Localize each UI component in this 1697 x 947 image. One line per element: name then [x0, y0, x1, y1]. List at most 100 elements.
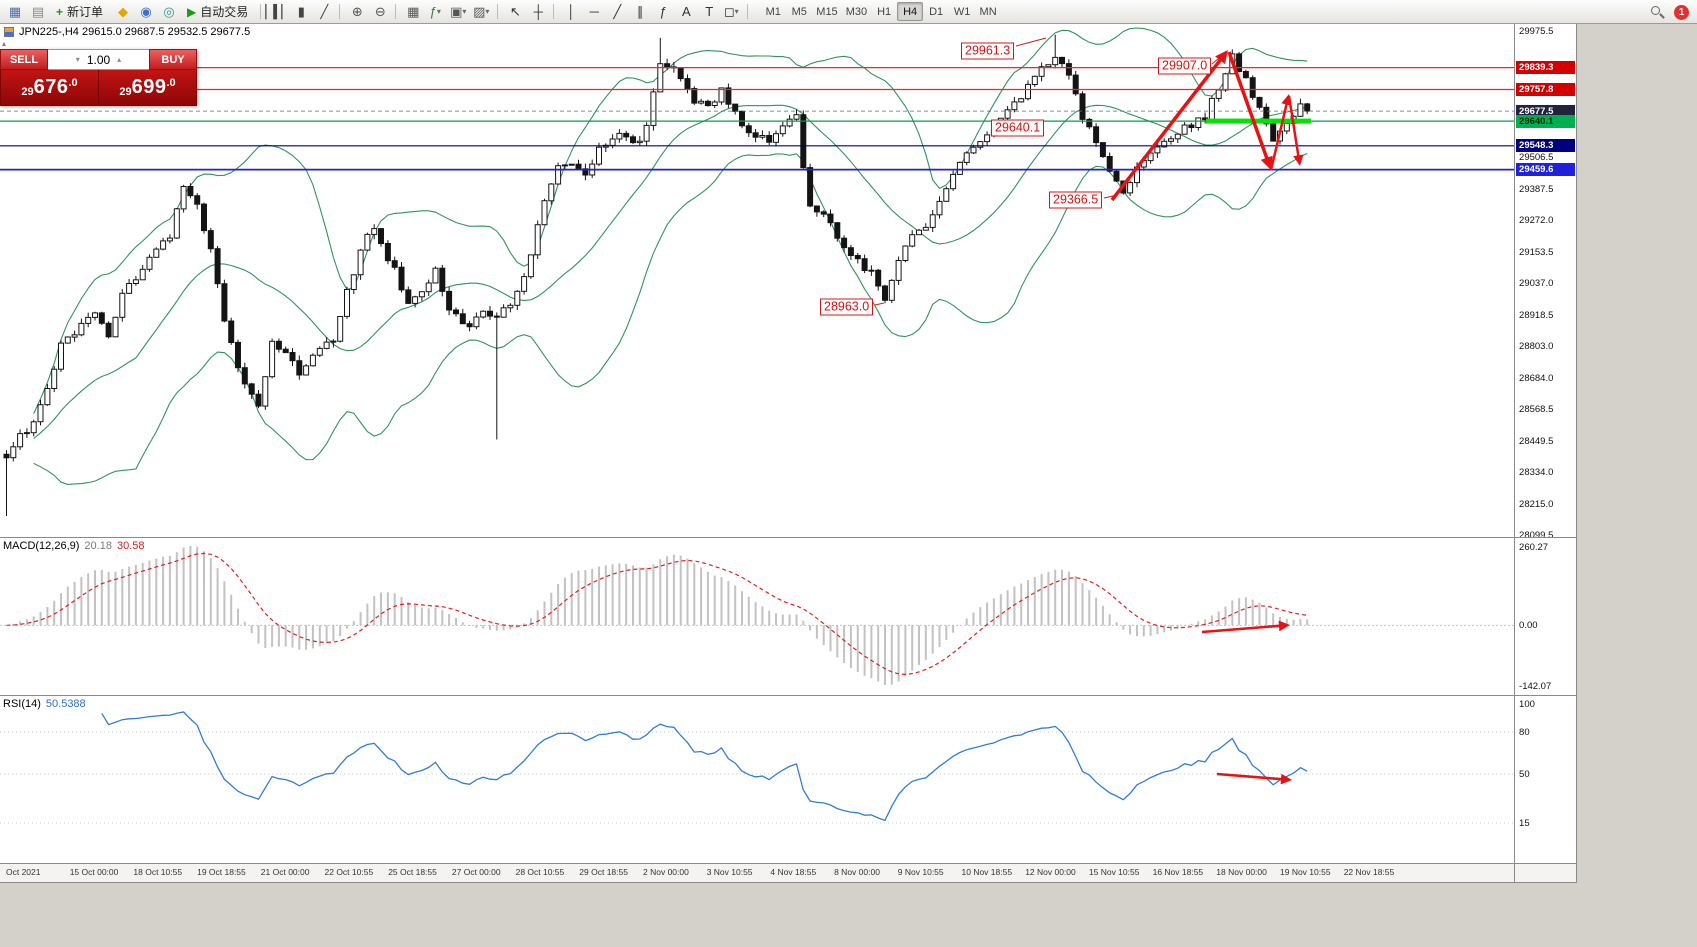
timeframe-h1-button[interactable]: H1 — [877, 5, 892, 18]
time-axis-row: Oct 2021 15 Oct 00:00 18 Oct 10:55 19 Oct 1… — [0, 863, 1576, 882]
time-axis-label: 29 Oct 18:55 — [579, 867, 628, 877]
one-click-trading-panel: SELL ▾ 1.00 ▴ BUY 29 676.0 29 699.0 — [0, 49, 197, 106]
axis-label: 28215.0 — [1519, 498, 1554, 510]
periods-button[interactable]: ▣ ▾ — [447, 2, 469, 22]
horizontal-line-icon-glyph: ─ — [589, 4, 599, 19]
time-axis-label: 10 Nov 18:55 — [961, 867, 1013, 877]
macd-name: MACD(12,26,9) — [3, 540, 80, 552]
candlestick-chart-icon[interactable]: ▮ — [289, 2, 311, 22]
time-axis-label: 25 Oct 18:55 — [388, 867, 437, 877]
indicators-button-glyph: ƒ — [429, 4, 437, 19]
trade-panel-divider — [98, 70, 99, 105]
timeframe-m30-button[interactable]: M30 — [845, 5, 868, 18]
label-icon[interactable]: T — [697, 2, 719, 22]
axis-label: 28334.0 — [1519, 467, 1554, 478]
channel-icon[interactable]: ∥ — [628, 2, 650, 22]
toolbar-items: ▦ ▤ + 新订单 ◆ ◉ ◎ ▶ 自动交易 ▏▍▏ ▮ ╱ ⊕ ⊖ ▦ ƒ ▾ ▣ ▾ ▨ ▾ ↖ ┼ │ ─ ╱ ∥ ƒ A T ◻ ▾ — [3, 2, 752, 22]
fibonacci-icon[interactable]: ƒ — [651, 2, 673, 22]
shapes-button[interactable]: ◻ ▾ — [720, 2, 742, 22]
timeframe-w1-button[interactable]: W1 — [953, 5, 971, 18]
market-watch-icon[interactable]: ◉ — [134, 2, 156, 22]
volume-up-icon[interactable]: ▴ — [117, 55, 122, 64]
axis-label: 28449.5 — [1519, 435, 1554, 447]
volume-input[interactable]: ▾ 1.00 ▴ — [48, 49, 149, 70]
crosshair-icon-glyph: ┼ — [533, 4, 543, 19]
time-axis-label: 18 Oct 10:55 — [133, 867, 183, 877]
dropdown-caret-icon[interactable]: ▾ — [436, 7, 441, 16]
price-frac: .0 — [68, 77, 78, 89]
timeframe-d1-button[interactable]: D1 — [929, 5, 944, 18]
buy-price[interactable]: 29 699.0 — [99, 70, 196, 105]
zoom-out-icon[interactable]: ⊖ — [368, 2, 390, 22]
timeframe-m5-button[interactable]: M5 — [791, 5, 807, 18]
time-axis[interactable]: Oct 2021 15 Oct 00:00 18 Oct 10:55 19 Oct 1… — [0, 863, 1515, 882]
bar-chart-icon[interactable]: ▏▍▏ — [265, 2, 291, 22]
data-window-icon[interactable]: ◎ — [157, 2, 179, 22]
auto-trading-button[interactable]: ▶ 自动交易 — [180, 2, 255, 22]
trade-panel-collapse-icon[interactable]: ▴ — [2, 39, 7, 48]
rsi-label: RSI(14) 50.5388 — [3, 698, 86, 710]
axis-label: 29506.5 — [1519, 152, 1554, 163]
chart-ohlc-title: JPN225-,H4 29615.0 29687.5 29532.5 29677… — [4, 26, 250, 38]
main-chart-area[interactable]: JPN225-,H4 29615.0 29687.5 29532.5 29677… — [0, 24, 1515, 537]
main-chart-row: JPN225-,H4 29615.0 29687.5 29532.5 29677… — [0, 24, 1576, 537]
notification-badge[interactable]: 1 — [1674, 4, 1689, 20]
search-icon[interactable] — [1649, 4, 1665, 20]
volume-down-icon[interactable]: ▾ — [75, 55, 80, 64]
rsi-axis[interactable]: 100 80 50 15 — [1514, 695, 1576, 863]
buy-button[interactable]: BUY — [149, 49, 197, 70]
macd-signal-value: 30.58 — [116, 540, 145, 552]
macd-axis[interactable]: 260.27 0.00 -142.07 — [1514, 537, 1576, 695]
dropdown-caret-icon[interactable]: ▾ — [485, 7, 490, 16]
timeframe-m15-button[interactable]: M15 — [816, 5, 838, 18]
favorites-icon[interactable]: ◆ — [111, 2, 133, 22]
cursor-icon[interactable]: ↖ — [503, 2, 525, 22]
price-callout: 29640.1 — [991, 119, 1045, 137]
axis-label: 28684.0 — [1519, 372, 1554, 384]
axis-label: 29975.5 — [1519, 26, 1554, 37]
axis-label: 29387.5 — [1519, 183, 1554, 195]
new-order-button[interactable]: + 新订单 — [49, 2, 110, 22]
trendline-icon[interactable]: ╱ — [605, 2, 627, 22]
text-icon[interactable]: A — [674, 2, 696, 22]
dropdown-caret-icon[interactable]: ▾ — [734, 7, 739, 16]
time-axis-label: 15 Oct 00:00 — [69, 867, 119, 877]
trade-panel-controls: SELL ▾ 1.00 ▴ BUY — [0, 49, 197, 70]
tile-windows-icon[interactable]: ▦ — [401, 2, 423, 22]
axis-label: 28803.0 — [1519, 341, 1554, 352]
price-callout: 29961.3 — [961, 42, 1015, 60]
rsi-panel[interactable]: RSI(14) 50.5388 — [0, 695, 1515, 863]
horizontal-line-icon[interactable]: ─ — [582, 2, 604, 22]
favorites-icon-glyph: ◆ — [118, 3, 128, 19]
charts-window-icon[interactable]: ▦ — [3, 2, 25, 22]
axis-label: 28918.5 — [1519, 309, 1554, 321]
zoom-in-icon-glyph: ⊕ — [351, 3, 363, 19]
timeframe-h4-button[interactable]: H4 — [897, 2, 924, 21]
time-axis-label: 9 Nov 10:55 — [897, 867, 944, 877]
templates-button[interactable]: ▨ ▾ — [470, 2, 492, 22]
line-chart-icon[interactable]: ╱ — [312, 2, 334, 22]
sell-price[interactable]: 29 676.0 — [1, 70, 98, 105]
vertical-line-icon[interactable]: │ — [559, 2, 581, 22]
timeframe-m1-button[interactable]: M1 — [765, 5, 781, 18]
macd-panel[interactable]: MACD(12,26,9) 20.18 30.58 — [0, 537, 1515, 695]
toolbar-separator — [395, 4, 397, 19]
periods-button-glyph: ▣ — [450, 3, 462, 19]
sell-button[interactable]: SELL — [0, 49, 48, 70]
fibonacci-icon-glyph: ƒ — [659, 4, 667, 19]
zoom-in-icon[interactable]: ⊕ — [345, 2, 367, 22]
dropdown-caret-icon[interactable]: ▾ — [462, 7, 467, 16]
crosshair-icon[interactable]: ┼ — [526, 2, 548, 22]
price-axis[interactable]: 29975.5 29387.5 29272.0 29153.5 29037.0 28918… — [1514, 24, 1576, 537]
time-axis-label: 28 Oct 10:55 — [515, 867, 565, 877]
timeframe-mn-button[interactable]: MN — [979, 5, 997, 18]
volume-value: 1.00 — [86, 52, 111, 67]
indicators-button[interactable]: ƒ ▾ — [424, 2, 446, 22]
trade-panel-prices: 29 676.0 29 699.0 — [0, 70, 197, 106]
axis-label: 50 — [1519, 769, 1530, 780]
price-badge: 29677.5 — [1516, 104, 1575, 118]
price-badge: 29640.1 — [1516, 114, 1575, 128]
price-badge: 29459.6 — [1516, 163, 1575, 177]
templates-button-glyph: ▨ — [473, 3, 485, 19]
chart-profiles-icon[interactable]: ▤ — [26, 2, 48, 22]
